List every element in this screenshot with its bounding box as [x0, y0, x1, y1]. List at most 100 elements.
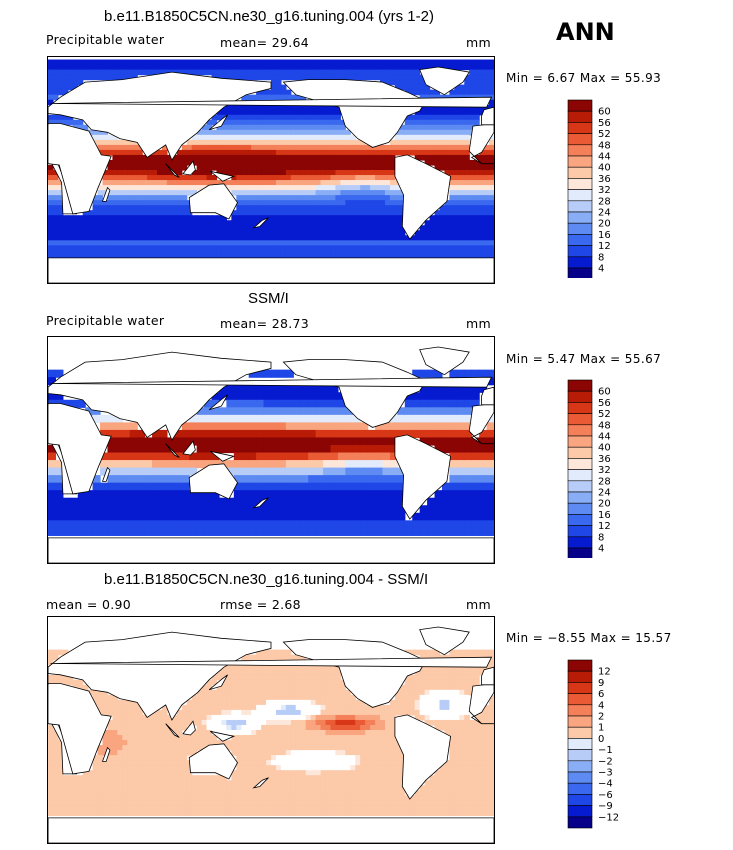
field-cell [404, 149, 411, 156]
field-cell [161, 250, 168, 256]
field-cell [241, 109, 247, 116]
field-cell [295, 215, 302, 221]
field-cell [62, 114, 69, 121]
field-cell [404, 240, 411, 246]
field-cell [310, 144, 317, 151]
field-cell [206, 124, 213, 131]
field-cell [206, 735, 213, 741]
field-cell [275, 800, 282, 806]
field-cell [186, 220, 193, 226]
field-cell [117, 144, 123, 151]
field-cell [399, 250, 406, 256]
field-cell [221, 129, 227, 136]
field-cell [161, 225, 168, 231]
field-cell [315, 119, 322, 126]
field-cell [92, 780, 99, 786]
field-cell [412, 520, 421, 529]
field-cell [55, 460, 64, 469]
field-cell [320, 795, 327, 801]
field-cell [315, 805, 322, 811]
field-cell [236, 190, 242, 196]
field-cell [57, 780, 64, 786]
field-cell [132, 205, 138, 211]
field-cell [266, 664, 272, 671]
field-cell [186, 250, 193, 256]
field-cell [310, 139, 317, 146]
colorbar-tick-label: 52 [598, 129, 611, 140]
field-cell [449, 59, 455, 66]
field-cell [275, 195, 282, 201]
field-cell [285, 114, 292, 121]
field-cell [166, 790, 173, 796]
field-cell [434, 235, 441, 241]
field-cell [456, 475, 465, 484]
field-cell [206, 730, 213, 736]
field-cell [233, 437, 242, 446]
field-cell [271, 407, 280, 416]
field-cell [285, 527, 294, 536]
field-cell [459, 134, 465, 141]
field-cell [226, 527, 235, 536]
field-cell [129, 475, 138, 484]
field-cell [444, 104, 450, 111]
field-cell [102, 775, 109, 781]
field-cell [434, 215, 441, 221]
field-cell [117, 139, 123, 146]
field-cell [389, 210, 396, 216]
field-cell [251, 714, 257, 721]
field-cell [278, 482, 287, 491]
field-cell [241, 144, 247, 151]
field-cell [380, 159, 386, 166]
field-cell [305, 114, 312, 121]
field-cell [241, 750, 247, 756]
field-cell [236, 805, 242, 811]
field-cell [489, 225, 494, 231]
field-cell [285, 810, 292, 816]
field-cell [275, 180, 282, 186]
field-cell [280, 159, 287, 166]
field-cell [280, 170, 287, 176]
field-cell [444, 235, 450, 241]
field-cell [412, 369, 421, 378]
field-cell [419, 407, 428, 416]
field-cell [434, 144, 441, 151]
field-cell [186, 704, 193, 711]
field-cell [310, 195, 317, 201]
field-cell [449, 460, 458, 469]
field-cell [152, 190, 158, 196]
field-cell [142, 154, 148, 161]
field-cell [355, 64, 361, 71]
field-cell [459, 240, 465, 246]
field-cell [142, 205, 148, 211]
field-cell [360, 422, 369, 431]
field-cell [454, 154, 460, 161]
field-cell [176, 210, 183, 216]
field-cell [266, 250, 272, 256]
field-cell [330, 429, 339, 439]
field-cell [280, 119, 287, 126]
field-cell [389, 437, 398, 446]
field-cell [144, 452, 153, 461]
field-cell [132, 730, 138, 736]
field-cell [166, 175, 173, 181]
field-cell [444, 230, 450, 236]
field-cell [159, 437, 168, 446]
field-cell [48, 659, 54, 666]
field-cell [102, 185, 109, 191]
field-cell [186, 745, 193, 751]
field-cell [464, 84, 470, 91]
field-cell [191, 775, 198, 781]
field-cell [261, 104, 267, 111]
coastline-path [48, 403, 112, 495]
panel1-variable: Precipitable water [46, 32, 165, 47]
field-cell [233, 475, 242, 484]
field-cell [444, 129, 450, 136]
field-cell [352, 422, 361, 431]
field-cell [489, 74, 494, 81]
field-cell [261, 185, 267, 191]
field-cell [367, 512, 376, 521]
field-cell [325, 220, 332, 226]
field-cell [112, 185, 118, 191]
field-cell [218, 444, 227, 454]
field-cell [241, 129, 247, 136]
